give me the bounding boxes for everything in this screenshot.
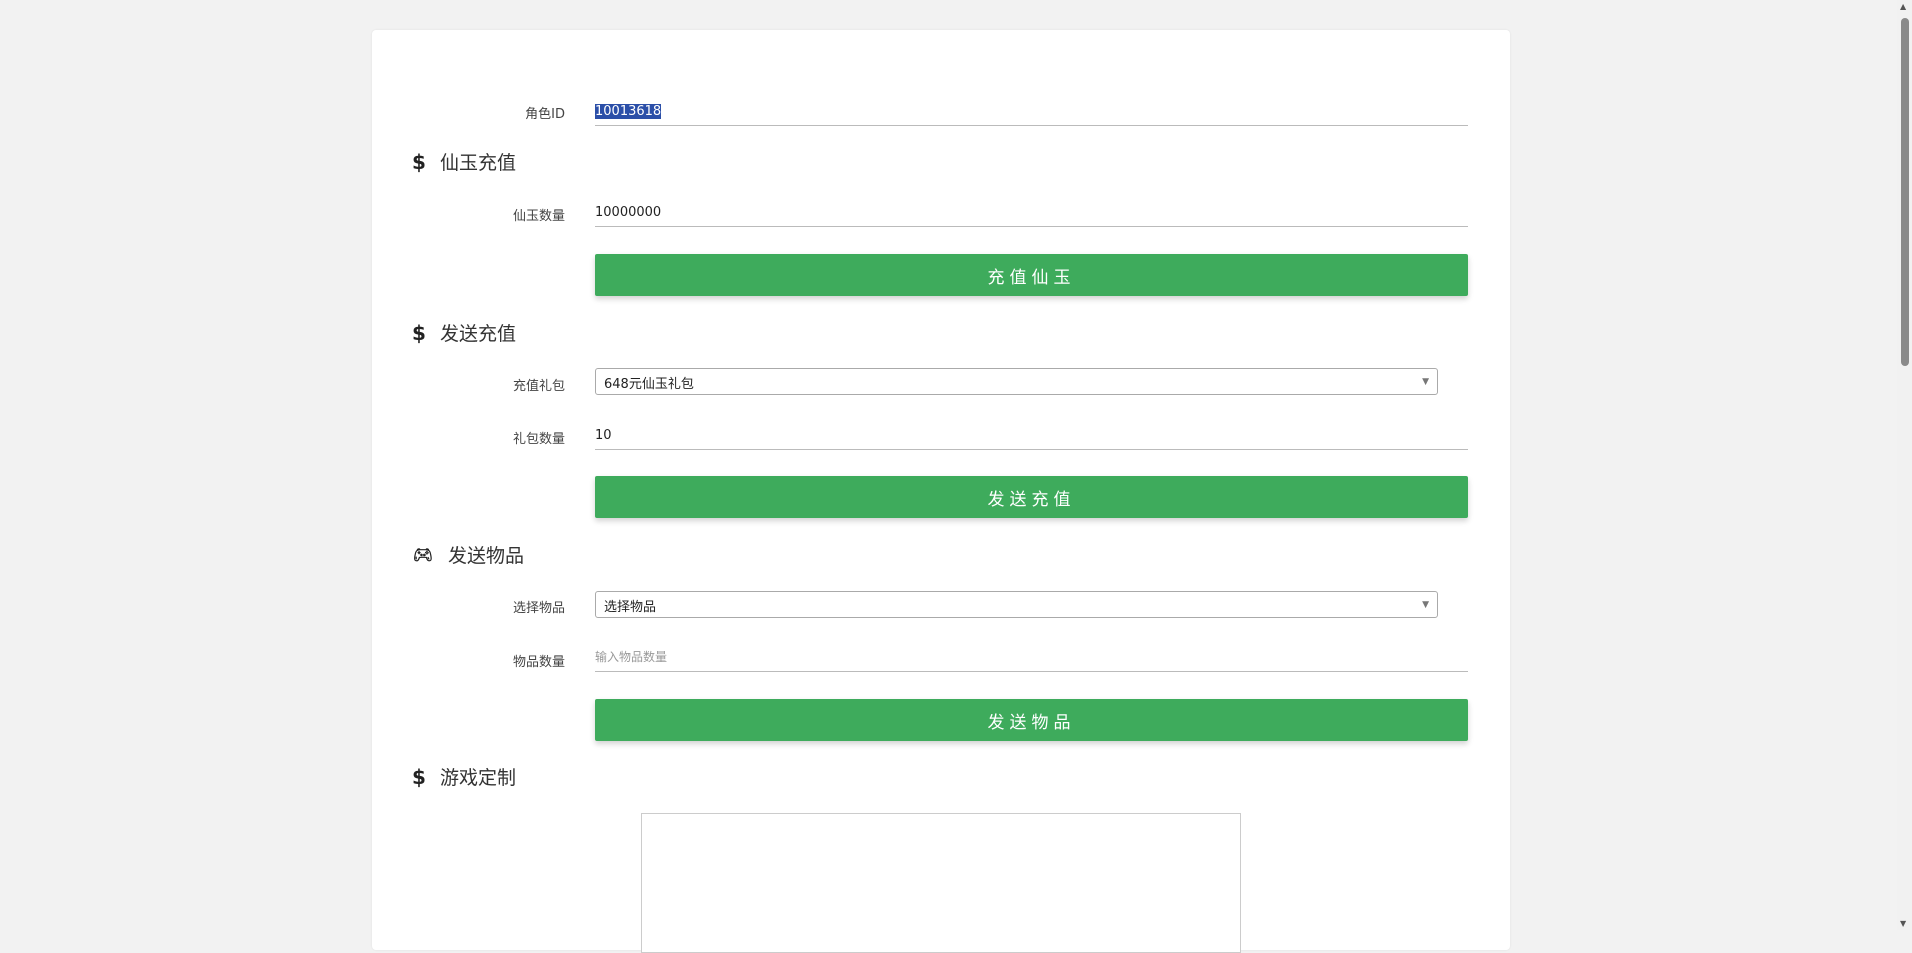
scroll-down-icon[interactable]: ▼ xyxy=(1900,919,1907,928)
package-label: 充值礼包 xyxy=(512,379,565,394)
item-select[interactable]: 选择物品 ▼ xyxy=(595,591,1438,618)
role-id-input[interactable]: 10013618 xyxy=(595,98,1468,126)
package-count-label: 礼包数量 xyxy=(512,432,565,447)
dollar-icon: $ xyxy=(412,764,426,789)
package-select[interactable]: 648元仙玉礼包 ▼ xyxy=(595,368,1438,395)
section-jade-heading: $ 仙玉充值 xyxy=(412,149,517,175)
dollar-icon: $ xyxy=(412,149,426,174)
dollar-icon: $ xyxy=(412,320,426,345)
jade-amount-label: 仙玉数量 xyxy=(512,209,565,224)
custom-textarea[interactable] xyxy=(641,813,1241,953)
send-recharge-button[interactable]: 发送充值 xyxy=(595,476,1468,518)
gamepad-icon: 🎮︎ xyxy=(412,545,434,564)
dropdown-arrow-icon: ▼ xyxy=(1422,377,1429,387)
scrollbar[interactable]: ▲ ▼ xyxy=(1897,0,1912,930)
scroll-up-icon[interactable]: ▲ xyxy=(1900,2,1907,11)
package-count-input[interactable] xyxy=(595,422,1468,450)
recharge-jade-button[interactable]: 充值仙玉 xyxy=(595,254,1468,296)
section-recharge-heading: $ 发送充值 xyxy=(412,320,517,346)
item-count-label: 物品数量 xyxy=(512,655,565,670)
dropdown-arrow-icon: ▼ xyxy=(1422,600,1429,610)
role-id-label: 角色ID xyxy=(525,107,565,122)
section-items-heading: 🎮︎ 发送物品 xyxy=(412,545,525,567)
item-select-label: 选择物品 xyxy=(512,601,565,616)
section-custom-heading: $ 游戏定制 xyxy=(412,764,517,790)
jade-amount-input[interactable] xyxy=(595,199,1468,227)
item-count-input[interactable] xyxy=(595,644,1468,672)
send-items-button[interactable]: 发送物品 xyxy=(595,699,1468,741)
scrollbar-thumb[interactable] xyxy=(1901,18,1909,366)
